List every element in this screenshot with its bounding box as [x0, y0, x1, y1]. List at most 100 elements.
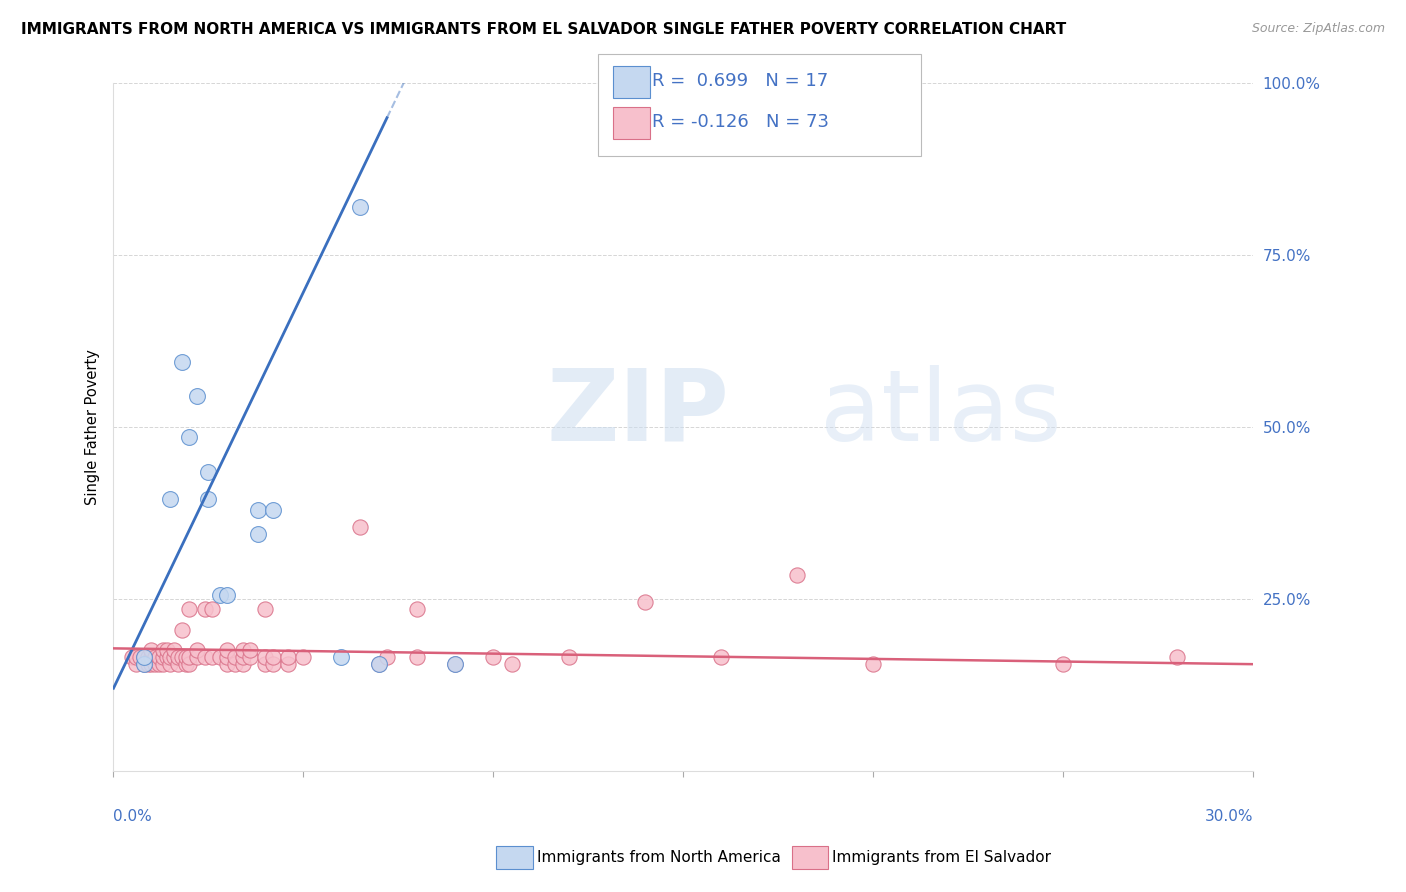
- Point: [239, 650, 262, 665]
- Text: R = -0.126   N = 73: R = -0.126 N = 73: [652, 113, 830, 131]
- Text: IMMIGRANTS FROM NORTH AMERICA VS IMMIGRANTS FROM EL SALVADOR SINGLE FATHER POVER: IMMIGRANTS FROM NORTH AMERICA VS IMMIGRA…: [21, 22, 1066, 37]
- Point: [129, 650, 152, 665]
- Point: [167, 657, 190, 672]
- Point: [132, 657, 155, 672]
- Point: [239, 643, 262, 657]
- Point: [186, 389, 208, 403]
- Point: [179, 650, 201, 665]
- Text: R =  0.699   N = 17: R = 0.699 N = 17: [652, 72, 828, 90]
- Point: [186, 643, 208, 657]
- Point: [1052, 657, 1074, 672]
- Point: [197, 492, 219, 507]
- Point: [254, 657, 277, 672]
- Point: [349, 519, 371, 533]
- Point: [159, 657, 181, 672]
- Point: [132, 650, 155, 665]
- Point: [208, 650, 231, 665]
- Point: [368, 657, 391, 672]
- Point: [482, 650, 505, 665]
- Point: [141, 650, 163, 665]
- Point: [143, 650, 166, 665]
- Point: [170, 355, 193, 369]
- Point: [156, 643, 179, 657]
- Point: [246, 526, 269, 541]
- Point: [444, 657, 467, 672]
- Point: [179, 430, 201, 444]
- Point: [186, 650, 208, 665]
- Point: [217, 657, 239, 672]
- Point: [224, 657, 246, 672]
- Point: [163, 643, 186, 657]
- Point: [201, 650, 224, 665]
- Point: [232, 650, 254, 665]
- Point: [179, 602, 201, 616]
- Point: [277, 657, 299, 672]
- Y-axis label: Single Father Poverty: Single Father Poverty: [86, 349, 100, 505]
- Point: [862, 657, 884, 672]
- Text: ZIP: ZIP: [547, 365, 730, 462]
- Point: [174, 657, 197, 672]
- Point: [406, 602, 429, 616]
- Point: [152, 650, 174, 665]
- Point: [246, 502, 269, 516]
- Point: [292, 650, 315, 665]
- Point: [170, 650, 193, 665]
- Point: [125, 657, 148, 672]
- Point: [232, 657, 254, 672]
- Point: [152, 657, 174, 672]
- Point: [159, 650, 181, 665]
- Point: [330, 650, 353, 665]
- Point: [634, 595, 657, 609]
- Point: [132, 657, 155, 672]
- Point: [152, 643, 174, 657]
- Point: [148, 650, 170, 665]
- Point: [232, 643, 254, 657]
- Text: Source: ZipAtlas.com: Source: ZipAtlas.com: [1251, 22, 1385, 36]
- Point: [349, 200, 371, 214]
- Point: [132, 650, 155, 665]
- Point: [406, 650, 429, 665]
- Point: [375, 650, 398, 665]
- Point: [167, 650, 190, 665]
- Point: [262, 657, 284, 672]
- Point: [148, 657, 170, 672]
- Point: [194, 602, 217, 616]
- Point: [217, 589, 239, 603]
- Point: [141, 643, 163, 657]
- Point: [141, 657, 163, 672]
- Point: [1166, 650, 1188, 665]
- Point: [444, 657, 467, 672]
- Text: Immigrants from El Salvador: Immigrants from El Salvador: [832, 850, 1052, 864]
- Point: [501, 657, 523, 672]
- Point: [125, 650, 148, 665]
- Point: [201, 602, 224, 616]
- Point: [136, 650, 159, 665]
- Point: [710, 650, 733, 665]
- Text: Immigrants from North America: Immigrants from North America: [537, 850, 780, 864]
- Point: [208, 589, 231, 603]
- Point: [194, 650, 217, 665]
- Point: [143, 657, 166, 672]
- Point: [277, 650, 299, 665]
- Point: [217, 643, 239, 657]
- Point: [786, 567, 808, 582]
- Point: [179, 657, 201, 672]
- Point: [224, 650, 246, 665]
- Text: atlas: atlas: [820, 365, 1062, 462]
- Point: [368, 657, 391, 672]
- Point: [174, 650, 197, 665]
- Text: 0.0%: 0.0%: [114, 808, 152, 823]
- Point: [121, 650, 143, 665]
- Point: [217, 650, 239, 665]
- Point: [170, 623, 193, 637]
- Point: [262, 502, 284, 516]
- Point: [159, 492, 181, 507]
- Point: [254, 650, 277, 665]
- Point: [163, 650, 186, 665]
- Point: [197, 465, 219, 479]
- Point: [254, 602, 277, 616]
- Point: [136, 657, 159, 672]
- Text: 30.0%: 30.0%: [1205, 808, 1253, 823]
- Point: [156, 650, 179, 665]
- Point: [558, 650, 581, 665]
